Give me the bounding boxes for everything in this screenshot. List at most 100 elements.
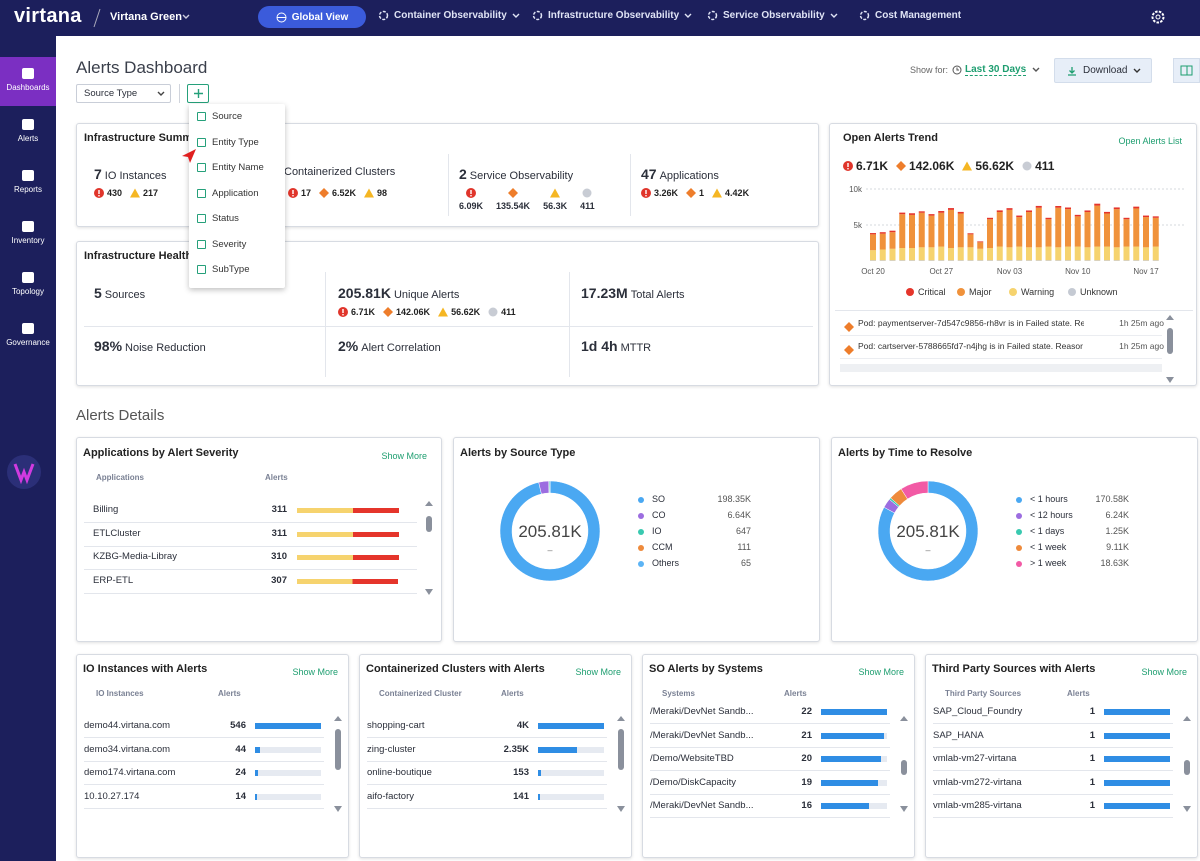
show-more-link[interactable]: Show More [292,667,338,677]
bar-track [538,793,604,800]
filter-option[interactable]: SubType [212,264,250,275]
sidebar-label[interactable]: Governance [6,338,50,347]
row-name[interactable]: vmlab-vm27-virtana [933,753,1017,765]
checkbox[interactable] [197,214,206,223]
row-name[interactable]: SAP_Cloud_Foundry [933,707,1023,717]
bar-segment [1016,246,1023,261]
legend-value: 1.25K [1105,526,1129,536]
filter-option[interactable]: Entity Name [212,162,264,173]
checkbox[interactable] [197,239,206,249]
metric-value: 5 [94,285,102,301]
applications-by-severity: Applications by Alert Severity Show More A… [76,437,442,642]
show-more-link[interactable]: Show More [1141,667,1187,677]
nav-tab[interactable]: Cost Management [859,10,961,21]
bar-segment [1133,206,1140,209]
row-name[interactable]: /Meraki/DevNet Sandb... [650,800,754,812]
chevron [1032,67,1040,72]
row-name[interactable]: demo44.virtana.com [84,720,171,731]
nav-tab-active[interactable]: Global View [258,6,366,28]
sidebar-label[interactable]: Dashboards [6,83,50,92]
metric: 1d 4h MTTR [581,338,651,354]
severity-stat: 17 [288,188,311,198]
open-alerts-link[interactable]: Open Alerts List [1118,136,1182,146]
show-more-link[interactable]: Show More [858,667,904,677]
bar-segment [1133,260,1140,261]
nav-tab[interactable]: Infrastructure Observability [532,10,692,21]
filter-option[interactable]: Entity Type [212,136,259,148]
icon-shape [22,272,34,283]
scroll-thumb [618,729,624,770]
row-name[interactable]: 10.10.27.174 [84,790,140,802]
bar-segment [1045,260,1052,261]
checkbox[interactable] [197,112,206,121]
donut-slice [900,480,929,500]
row-value: 141 [513,790,529,802]
row-name[interactable]: zing-cluster [367,743,416,755]
sidebar-label[interactable]: Topology [11,287,45,296]
alert-text[interactable]: Pod: cartserver-5788665fd7-n4jhg is in F… [858,341,1083,351]
add-filter-button[interactable] [187,84,209,103]
download-button[interactable]: Download [1054,58,1152,83]
bar-segment [967,233,974,235]
icon-shape [292,190,294,194]
row-name[interactable]: demo174.virtana.com [84,767,176,779]
donut-center-label: 205.81K [518,522,582,541]
panel-toggle[interactable] [1173,58,1200,83]
bar-segment [1123,246,1130,261]
row-name[interactable]: online-boutique [367,767,432,779]
bar-segment [967,234,974,248]
checkbox[interactable] [197,137,206,147]
row-value: 24 [235,767,246,779]
alert-text[interactable]: Pod: paymentserver-7d547c9856-rh8vr is i… [858,318,1084,328]
row-name[interactable]: /Meraki/DevNet Sandb... [650,729,754,741]
stat-value: 3.26K [654,188,679,198]
sidebar-icon [22,323,34,334]
chevron [830,13,838,18]
checkbox[interactable] [197,265,206,274]
severity-stat: 98 [364,188,387,198]
filter-option[interactable]: Source [212,111,243,122]
row-name[interactable]: aifo-factory [367,790,414,802]
row-value: 14 [235,790,246,802]
alerts-list-panel: SO Alerts by Systems Show More Systems Aler… [642,654,915,858]
bar-segment [909,260,915,261]
sidebar-label[interactable]: Alerts [17,134,39,143]
row-name[interactable]: SAP_HANA [933,729,984,741]
date-range[interactable]: Last 30 Days [965,64,1027,76]
row-value: 307 [271,575,287,587]
checkbox[interactable] [197,188,206,198]
row-name[interactable]: /Demo/WebsiteTBD [650,753,734,765]
bar-segment [967,247,974,261]
row-name[interactable]: vmlab-vm272-virtana [933,776,1022,788]
stat-value: 56.3K [543,201,568,211]
filter-option[interactable]: Severity [212,238,247,250]
icon-shape [22,68,34,79]
row-name[interactable]: vmlab-vm285-virtana [933,800,1022,812]
y-tick-label: 5k [854,221,863,230]
filter-select[interactable]: Source Type [76,84,171,103]
sidebar-label[interactable]: Inventory [11,236,45,245]
row-name[interactable]: /Meraki/DevNet Sandb... [650,707,754,717]
bar-segment [987,217,993,220]
row-value: 4K [516,720,529,731]
row-name[interactable]: shopping-cart [367,720,425,731]
row-name[interactable]: demo34.virtana.com [84,743,171,755]
chevron [182,14,190,19]
show-more-link[interactable]: Show More [381,451,427,461]
scroll-arrow [425,501,433,506]
row-name[interactable]: /Demo/DiskCapacity [650,776,737,788]
scrollbar [1166,315,1174,383]
nav-tab[interactable]: Service Observability [707,10,838,21]
stat-value: 56.62K [975,159,1015,173]
filter-option[interactable]: Status [212,213,239,224]
row-value: 2.35K [503,743,529,755]
bar-segment [957,213,964,248]
show-more-link[interactable]: Show More [575,667,621,677]
bar-segment [977,260,984,261]
filter-option[interactable]: Application [212,187,259,199]
bar-segment [1035,260,1042,261]
nav-tab[interactable]: Container Observability [378,10,520,21]
bar-segment [899,212,906,215]
checkbox[interactable] [197,163,206,172]
sidebar-label[interactable]: Reports [13,185,42,194]
